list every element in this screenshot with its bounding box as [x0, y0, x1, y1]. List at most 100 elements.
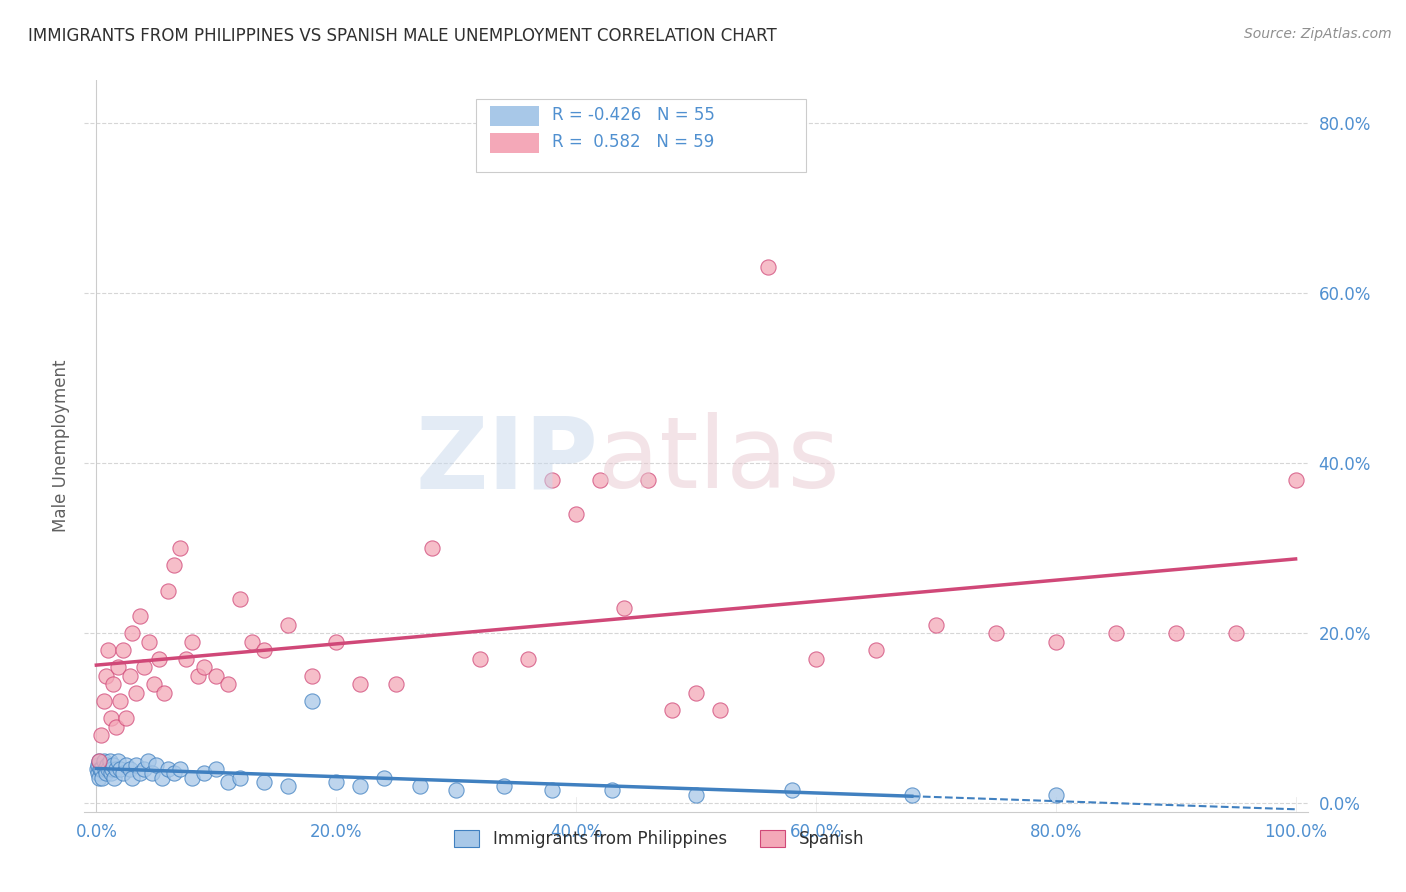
Point	[420, 541, 443, 555]
Point	[1284, 473, 1306, 487]
Point	[756, 260, 779, 275]
Text: atlas: atlas	[598, 412, 839, 509]
Point	[163, 558, 186, 572]
Point	[145, 758, 167, 772]
Point	[136, 754, 159, 768]
Point	[865, 643, 887, 657]
Point	[468, 651, 491, 665]
Point	[589, 473, 612, 487]
Point	[89, 762, 111, 776]
Text: R =  0.582   N = 59: R = 0.582 N = 59	[551, 134, 714, 152]
Point	[121, 626, 143, 640]
Point	[1164, 626, 1187, 640]
Point	[187, 668, 209, 682]
Point	[301, 694, 323, 708]
Point	[134, 660, 156, 674]
Point	[984, 626, 1007, 640]
Point	[1045, 788, 1067, 802]
Point	[97, 762, 120, 776]
Point	[780, 783, 803, 797]
Point	[349, 677, 371, 691]
Point	[87, 771, 110, 785]
Point	[94, 766, 117, 780]
Point	[217, 677, 239, 691]
Point	[229, 592, 252, 607]
Point	[141, 766, 163, 780]
Point	[804, 651, 827, 665]
Point	[90, 728, 112, 742]
Point	[94, 668, 117, 682]
Point	[1045, 634, 1067, 648]
Point	[925, 617, 948, 632]
Point	[128, 609, 150, 624]
Point	[174, 651, 197, 665]
Point	[142, 677, 165, 691]
Point	[349, 779, 371, 793]
Text: R = -0.426   N = 55: R = -0.426 N = 55	[551, 106, 714, 124]
Point	[101, 762, 124, 776]
Point	[901, 788, 924, 802]
Point	[229, 771, 252, 785]
Point	[134, 762, 156, 776]
Point	[181, 771, 204, 785]
Point	[169, 762, 191, 776]
Point	[138, 634, 160, 648]
Point	[1105, 626, 1128, 640]
Point	[115, 758, 138, 772]
Point	[661, 703, 683, 717]
Text: IMMIGRANTS FROM PHILIPPINES VS SPANISH MALE UNEMPLOYMENT CORRELATION CHART: IMMIGRANTS FROM PHILIPPINES VS SPANISH M…	[28, 27, 778, 45]
Point	[409, 779, 432, 793]
Point	[217, 775, 239, 789]
Point	[253, 775, 276, 789]
Point	[709, 703, 731, 717]
Point	[277, 617, 299, 632]
Point	[101, 677, 124, 691]
Point	[157, 583, 180, 598]
Point	[86, 766, 108, 780]
Point	[125, 758, 148, 772]
Point	[89, 754, 111, 768]
Point	[93, 694, 115, 708]
FancyBboxPatch shape	[491, 106, 540, 127]
Point	[110, 762, 132, 776]
Point	[104, 720, 127, 734]
Point	[110, 694, 132, 708]
Point	[115, 711, 138, 725]
Point	[205, 762, 228, 776]
Point	[1225, 626, 1247, 640]
Y-axis label: Male Unemployment: Male Unemployment	[52, 359, 70, 533]
Point	[97, 643, 120, 657]
Point	[107, 754, 129, 768]
Point	[111, 766, 134, 780]
FancyBboxPatch shape	[475, 99, 806, 171]
Point	[565, 507, 588, 521]
Point	[385, 677, 408, 691]
Point	[205, 668, 228, 682]
Point	[685, 686, 707, 700]
Point	[93, 754, 115, 768]
Point	[96, 758, 118, 772]
Point	[541, 473, 564, 487]
Point	[517, 651, 540, 665]
Point	[325, 775, 347, 789]
Point	[118, 668, 141, 682]
Point	[148, 651, 170, 665]
Point	[613, 600, 636, 615]
Point	[98, 754, 121, 768]
Point	[637, 473, 659, 487]
Point	[277, 779, 299, 793]
Point	[100, 711, 122, 725]
Point	[91, 771, 114, 785]
Point	[128, 766, 150, 780]
Point	[87, 754, 110, 768]
Point	[193, 766, 215, 780]
Point	[325, 634, 347, 648]
FancyBboxPatch shape	[491, 133, 540, 153]
Text: ZIP: ZIP	[415, 412, 598, 509]
Legend: Immigrants from Philippines, Spanish: Immigrants from Philippines, Spanish	[447, 823, 870, 855]
Point	[301, 668, 323, 682]
Point	[107, 660, 129, 674]
Point	[444, 783, 467, 797]
Point	[163, 766, 186, 780]
Point	[87, 758, 110, 772]
